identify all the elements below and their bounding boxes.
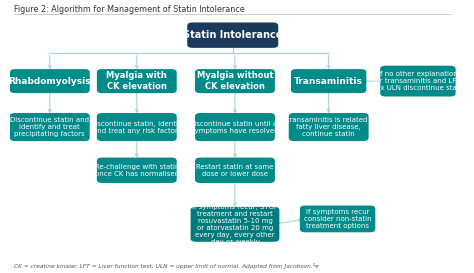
FancyBboxPatch shape [380, 66, 456, 97]
Text: Rhabdomyolysis: Rhabdomyolysis [9, 77, 91, 86]
FancyBboxPatch shape [97, 158, 177, 183]
FancyBboxPatch shape [195, 158, 275, 183]
FancyBboxPatch shape [195, 69, 275, 93]
Text: Discontinue statin until all
symptoms have resolved: Discontinue statin until all symptoms ha… [189, 121, 281, 133]
FancyBboxPatch shape [291, 69, 366, 93]
Text: Re-challenge with statin
once CK has normalised: Re-challenge with statin once CK has nor… [94, 164, 179, 177]
Text: CK = creatine kinase; LFT = Liver function test; ULN = upper limit of normal. Ad: CK = creatine kinase; LFT = Liver functi… [14, 263, 319, 269]
Text: Myalgia with
CK elevation: Myalgia with CK elevation [107, 72, 167, 91]
FancyBboxPatch shape [97, 69, 177, 93]
Text: Myalgia without
CK elevation: Myalgia without CK elevation [197, 72, 273, 91]
Text: If no other explanation
for transaminitis and LFTs
>3x ULN discontinue statin: If no other explanation for transaminiti… [370, 71, 466, 91]
Text: Transaminitis: Transaminitis [294, 77, 363, 86]
FancyBboxPatch shape [10, 69, 90, 93]
Text: Discontinue statin, identify
and treat any risk factors: Discontinue statin, identify and treat a… [90, 121, 184, 133]
FancyBboxPatch shape [195, 113, 275, 141]
FancyBboxPatch shape [191, 207, 279, 242]
FancyBboxPatch shape [289, 113, 369, 141]
Text: Discontinue statin and
identify and treat
precipitating factors: Discontinue statin and identify and trea… [10, 117, 89, 137]
Text: If symptoms recur, STOP
treatment and restart
rosuvastatin 5-10 mg
or atorvastat: If symptoms recur, STOP treatment and re… [192, 204, 278, 245]
Text: Statin Intolerance: Statin Intolerance [183, 30, 283, 40]
Text: Restart statin at same
dose or lower dose: Restart statin at same dose or lower dos… [196, 164, 273, 177]
FancyBboxPatch shape [187, 22, 278, 48]
Text: If transaminitis is related to
fatty liver disease,
continue statin: If transaminitis is related to fatty liv… [280, 117, 377, 137]
Text: Figure 2: Algorithm for Management of Statin Intolerance: Figure 2: Algorithm for Management of St… [14, 5, 245, 14]
FancyBboxPatch shape [10, 113, 90, 141]
FancyBboxPatch shape [300, 206, 375, 232]
FancyBboxPatch shape [97, 113, 177, 141]
Text: If symptoms recur
consider non-statin
treatment options: If symptoms recur consider non-statin tr… [304, 209, 372, 229]
